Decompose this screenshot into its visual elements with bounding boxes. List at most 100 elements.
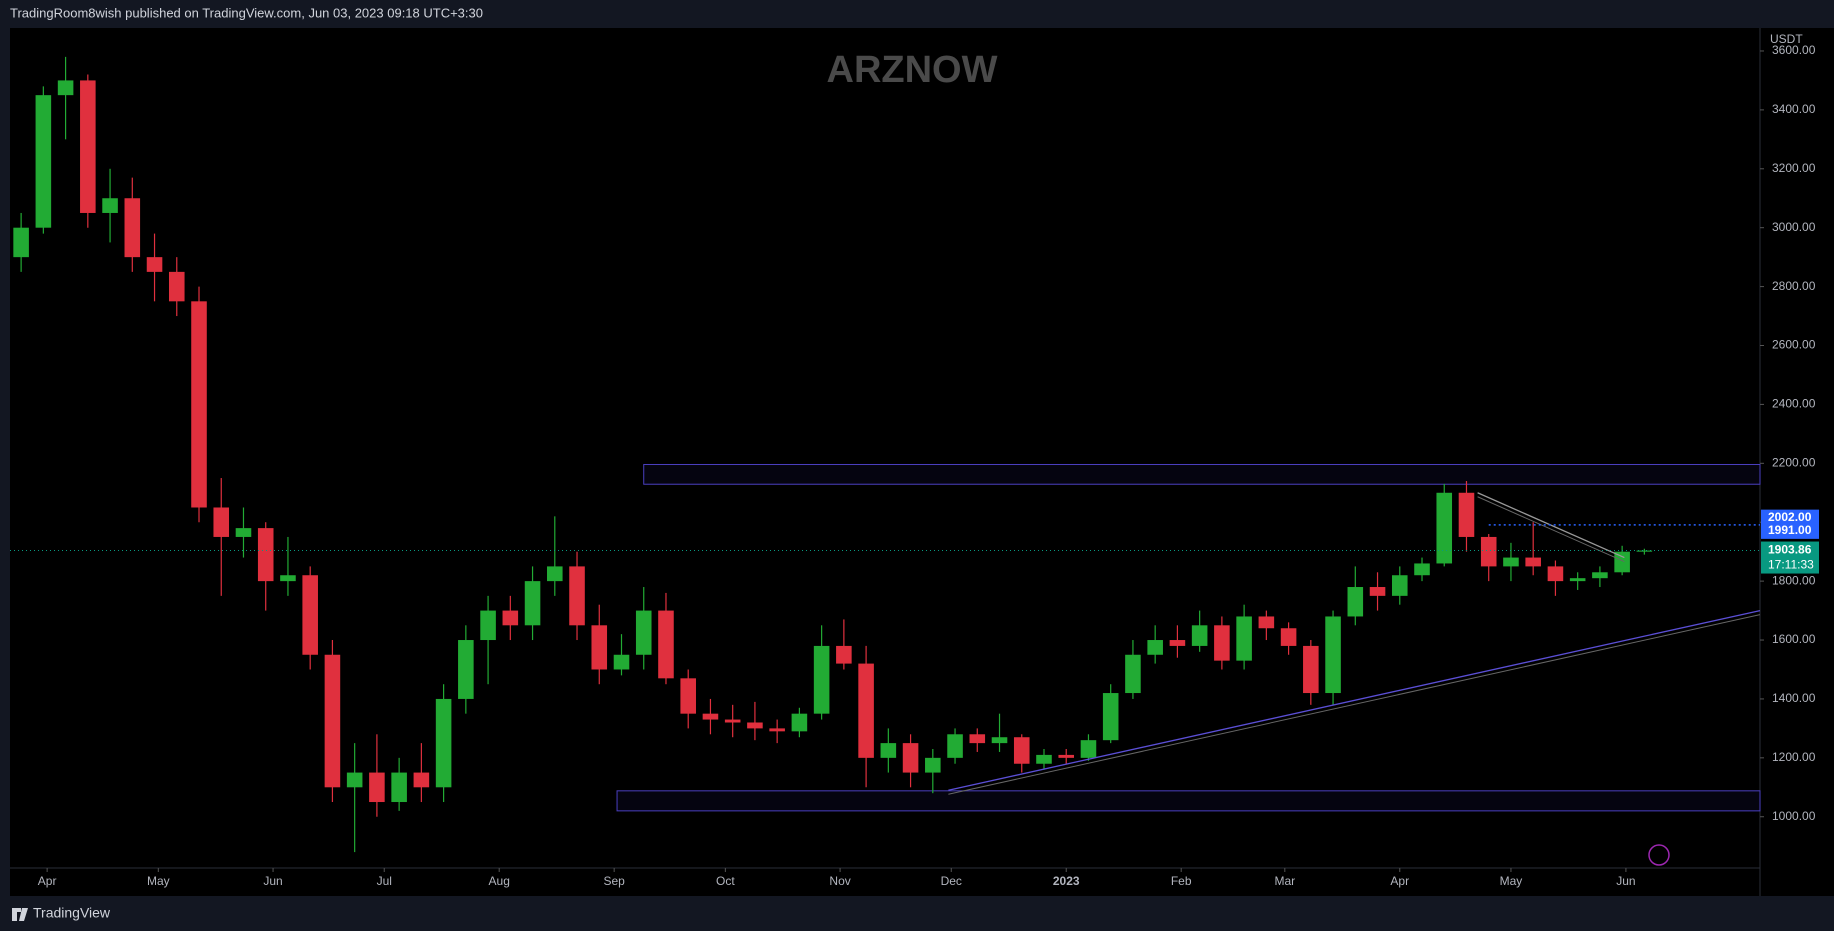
y-tick-label: 3200.00 [1772, 161, 1816, 175]
candle-body [191, 301, 207, 508]
x-tick-label: Apr [38, 874, 57, 888]
candle-body [1436, 492, 1453, 564]
candle-body [213, 507, 230, 537]
header-title: TradingRoom8wish published on TradingVie… [10, 5, 483, 20]
candle-body [1214, 625, 1230, 661]
support-line-shadow [948, 614, 1761, 795]
candle-body [1058, 754, 1075, 758]
candle-body [102, 198, 118, 213]
x-tick-label: Sep [603, 874, 625, 888]
candle-body [1369, 587, 1386, 596]
candle-body [1525, 557, 1541, 567]
candle-body [1080, 740, 1097, 758]
currency-label: USDT [1770, 32, 1803, 46]
candle-body [658, 610, 674, 679]
candle-body [791, 713, 808, 732]
candle-body [458, 640, 474, 699]
candle-body [569, 566, 585, 626]
y-tick-label: 2600.00 [1772, 338, 1816, 352]
candle-body [925, 757, 941, 773]
y-tick-label: 1400.00 [1772, 691, 1816, 705]
y-tick-label: 1800.00 [1772, 573, 1816, 587]
price-badge-label: 2002.00 [1768, 510, 1812, 524]
x-tick-label: Dec [941, 874, 962, 888]
resistance-line [1477, 492, 1625, 559]
candle-body [1036, 754, 1052, 764]
zone [643, 463, 1761, 485]
x-tick-label: Jul [377, 874, 392, 888]
y-tick-label: 1000.00 [1772, 809, 1816, 823]
time-axis [10, 868, 1760, 896]
x-tick-label: Aug [489, 874, 510, 888]
candle-body [1458, 492, 1475, 537]
candle-body [502, 610, 519, 626]
y-tick-label: 3400.00 [1772, 102, 1816, 116]
candle-body [257, 528, 274, 582]
candle-body [635, 610, 652, 655]
last-price-badge [1761, 541, 1819, 574]
candle-body [1169, 640, 1186, 646]
y-tick-label: 1600.00 [1772, 632, 1816, 646]
candle-body [1102, 693, 1119, 741]
alert-icon [1648, 844, 1670, 866]
candle-body [235, 528, 252, 537]
candle-body [902, 743, 919, 773]
candle-body [35, 95, 52, 228]
plot-area [10, 28, 1760, 868]
candle-body [991, 737, 1008, 744]
x-tick-label: Nov [829, 874, 850, 888]
support-line [948, 609, 1761, 791]
x-tick-label: May [1500, 874, 1523, 888]
candle-body [1325, 616, 1341, 694]
candle-body [168, 271, 185, 302]
x-tick-label: 2023 [1053, 874, 1080, 888]
x-tick-label: Apr [1390, 874, 1409, 888]
candle-body [280, 575, 296, 582]
candle-body [324, 654, 341, 788]
candle-body [1614, 551, 1630, 573]
price-axis [1760, 28, 1834, 896]
resistance-line-shadow [1477, 496, 1625, 563]
candle-body [346, 772, 363, 788]
candle-body [1125, 654, 1141, 694]
candle-body [1414, 563, 1430, 576]
candle-body [1636, 550, 1653, 552]
x-tick-label: Feb [1171, 874, 1192, 888]
candle-body [480, 610, 496, 641]
price-badge [1761, 509, 1819, 526]
y-tick-label: 1200.00 [1772, 750, 1816, 764]
zone [616, 790, 1761, 812]
candle-body [435, 698, 452, 788]
candle-body [413, 772, 430, 788]
candle-body [747, 722, 763, 729]
x-tick-label: May [147, 874, 170, 888]
y-tick-label: 2200.00 [1772, 455, 1816, 469]
price-badge [1761, 522, 1819, 539]
candle-body [1480, 536, 1497, 567]
candle-body [124, 198, 141, 258]
candle-body [1503, 557, 1519, 567]
watermark: ARZNOW [827, 49, 998, 91]
x-tick-label: Jun [1616, 874, 1635, 888]
candle-body [947, 734, 963, 758]
candle-body [769, 728, 785, 732]
candle-body [57, 80, 74, 96]
candle-body [1347, 587, 1364, 617]
candle-body [302, 575, 318, 655]
candle-body [1013, 737, 1030, 764]
footer-brand: TradingView [33, 905, 111, 921]
y-tick-label: 2800.00 [1772, 279, 1816, 293]
candle-body [13, 227, 29, 258]
candle-body [547, 566, 563, 582]
x-tick-label: Jun [263, 874, 282, 888]
candle-body [1569, 578, 1586, 582]
candle-body [1391, 575, 1408, 596]
y-tick-label: 3600.00 [1772, 43, 1816, 57]
candle-body [391, 772, 407, 803]
y-tick-label: 2400.00 [1772, 397, 1816, 411]
candle-body [1592, 572, 1608, 579]
last-price-label: 1903.86 [1768, 543, 1812, 557]
candle-body [680, 678, 696, 714]
